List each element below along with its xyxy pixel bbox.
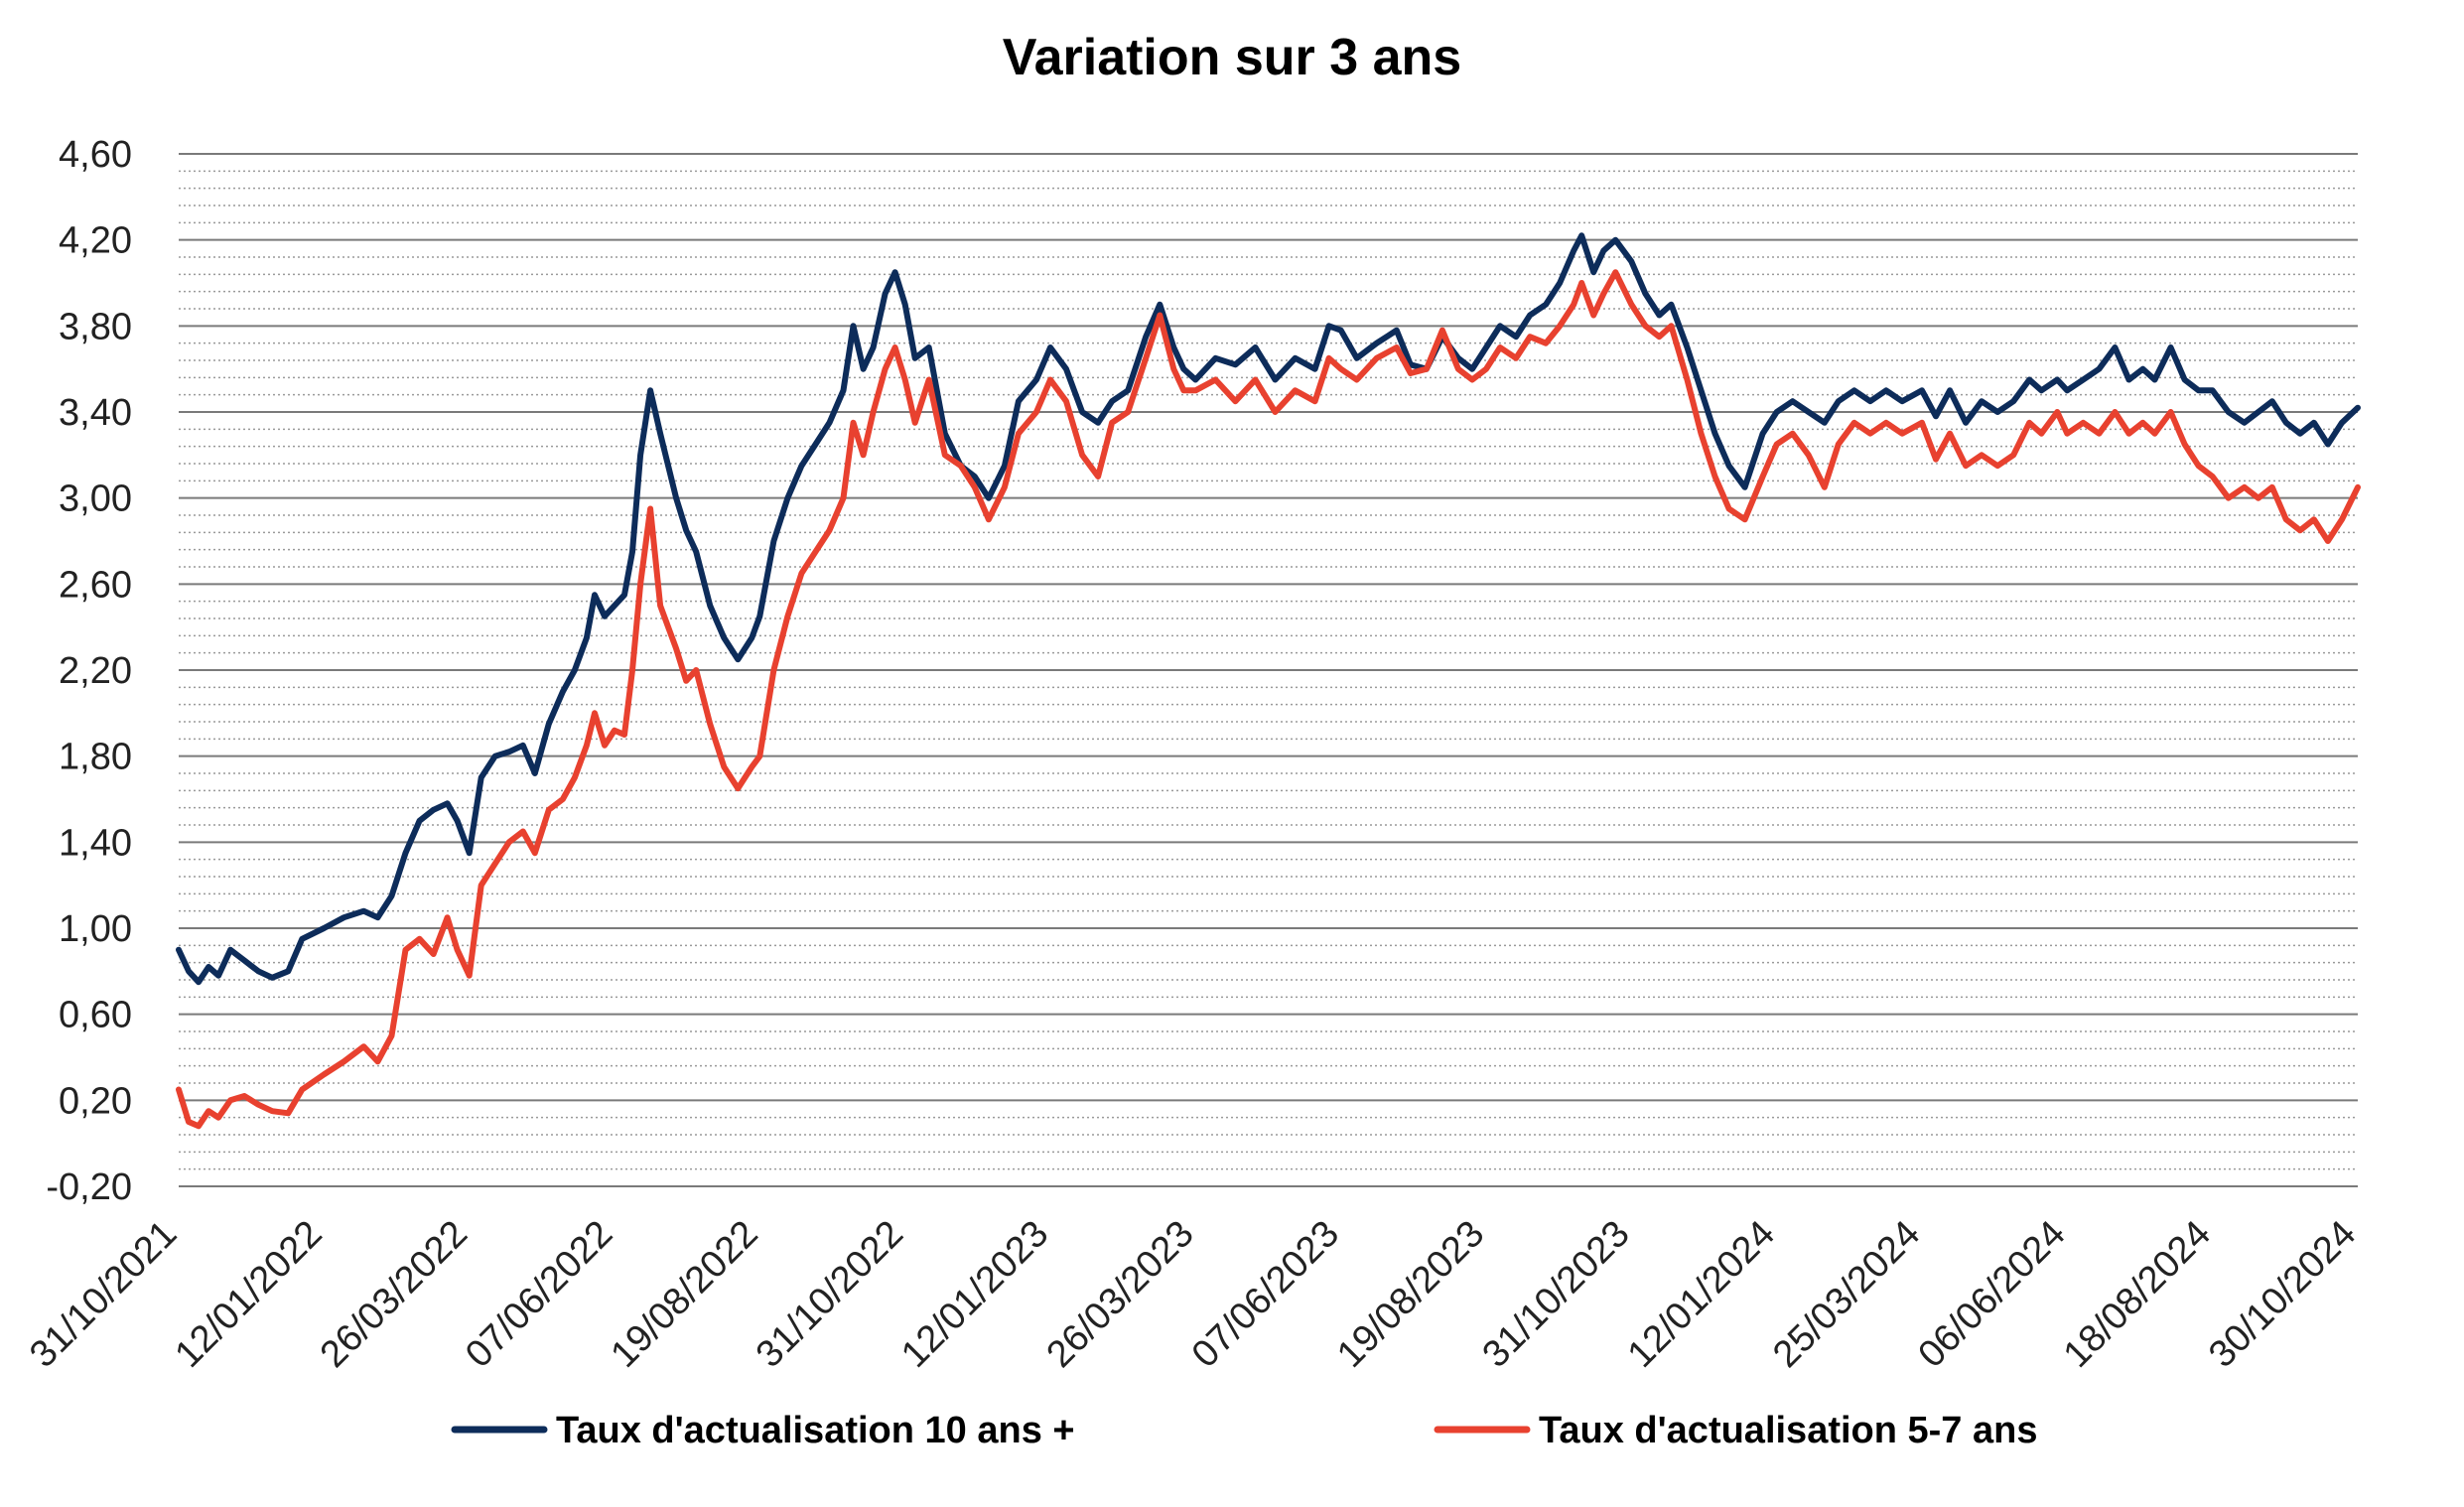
x-tick-label: 31/10/2022 [749, 1213, 911, 1376]
x-tick-label: 06/06/2024 [1911, 1213, 2074, 1376]
y-tick-label: -0,20 [46, 1166, 132, 1208]
x-tick-label: 19/08/2022 [604, 1213, 766, 1376]
x-tick-label: 26/03/2023 [1039, 1213, 1202, 1376]
y-axis: -0,20 0,20 0,60 1,00 1,40 1,80 2,20 2,60 3,00 3,4… [46, 134, 132, 1208]
legend-label: Taux d'actualisation 5-7 ans [1539, 1410, 2037, 1451]
x-axis: 31/10/202112/01/202226/03/202207/06/2022… [22, 1213, 2364, 1376]
chart-title: Variation sur 3 ans [1002, 29, 1462, 86]
y-tick-label: 1,80 [59, 737, 132, 778]
y-tick-label: 3,00 [59, 479, 132, 520]
y-tick-label: 0,20 [59, 1080, 132, 1122]
series-lines [176, 232, 2361, 1130]
x-tick-label: 25/03/2024 [1765, 1213, 1928, 1376]
x-tick-label: 19/08/2023 [1329, 1213, 1492, 1376]
y-tick-label: 3,40 [59, 392, 132, 434]
y-tick-label: 1,00 [59, 908, 132, 950]
legend: Taux d'actualisation 10 ans + Taux d'actu… [451, 1410, 2037, 1451]
x-tick-label: 30/10/2024 [2201, 1213, 2364, 1376]
y-tick-label: 0,60 [59, 995, 132, 1036]
legend-label: Taux d'actualisation 10 ans + [556, 1410, 1075, 1451]
y-tick-label: 4,20 [59, 220, 132, 262]
x-tick-label: 26/03/2022 [313, 1213, 476, 1376]
x-tick-label: 31/10/2021 [22, 1213, 185, 1376]
x-tick-label: 12/01/2024 [1620, 1213, 1783, 1376]
x-tick-label: 18/08/2024 [2056, 1213, 2219, 1376]
gridlines [179, 153, 2358, 1187]
y-tick-label: 3,80 [59, 306, 132, 347]
y-tick-label: 1,40 [59, 822, 132, 864]
series-line-taux-5-7-ans [176, 269, 2361, 1130]
y-tick-label: 4,60 [59, 134, 132, 176]
series-line-taux-10-ans-plus [176, 232, 2361, 986]
x-tick-label: 07/06/2022 [458, 1213, 620, 1376]
y-tick-label: 2,60 [59, 564, 132, 606]
y-tick-label: 2,20 [59, 650, 132, 692]
x-tick-label: 31/10/2023 [1475, 1213, 1638, 1376]
x-tick-label: 07/06/2023 [1184, 1213, 1347, 1376]
x-tick-label: 12/01/2022 [168, 1213, 331, 1376]
x-tick-label: 12/01/2023 [893, 1213, 1056, 1376]
